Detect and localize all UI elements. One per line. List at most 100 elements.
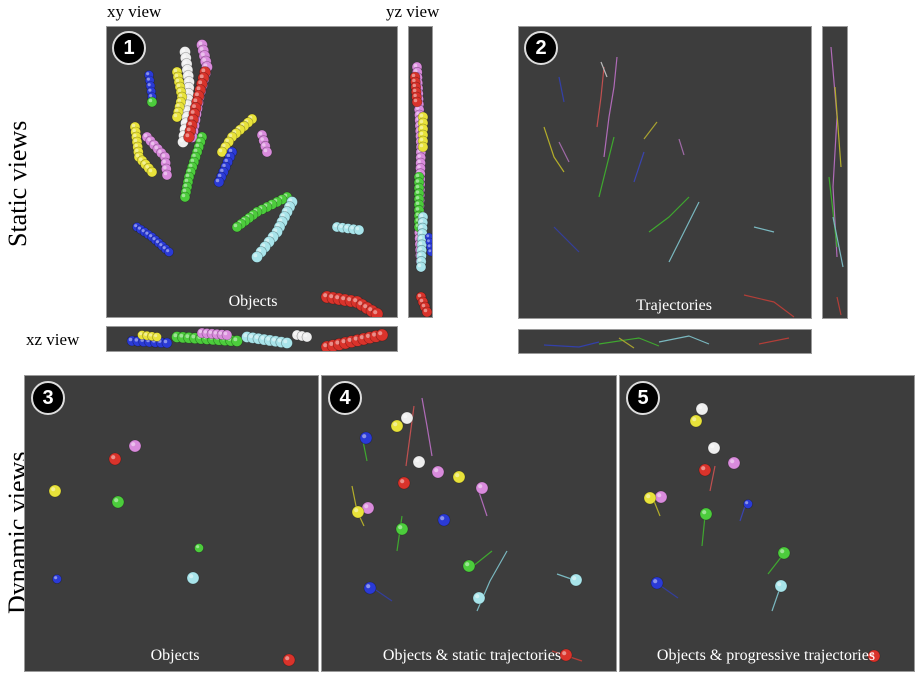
sphere-highlight [149, 333, 153, 337]
trajectory-line-yellow [834, 86, 842, 168]
panel-4-badge: 4 [328, 381, 362, 415]
sphere-highlight [434, 468, 439, 473]
sphere-highlight [183, 66, 188, 71]
object-sphere [415, 261, 427, 273]
object-sphere [171, 111, 183, 123]
sphere-highlight [173, 113, 178, 118]
sphere-highlight [368, 307, 373, 312]
sphere-highlight [185, 78, 190, 83]
sphere-highlight [182, 119, 187, 124]
sphere-highlight [362, 434, 367, 439]
sphere-highlight [465, 562, 470, 567]
sphere-highlight [226, 153, 231, 158]
object-sphere [412, 455, 426, 469]
sphere-highlight [428, 249, 432, 253]
sphere-highlight [562, 651, 567, 656]
sphere-highlight [155, 240, 160, 244]
sphere-highlight [280, 213, 285, 218]
sphere-highlight [149, 94, 153, 98]
sphere-highlight [403, 414, 408, 419]
sphere-highlight [54, 576, 58, 580]
sphere-highlight [147, 83, 151, 87]
sphere-highlight [692, 417, 697, 422]
sphere-highlight [298, 332, 303, 337]
sphere-highlight [183, 183, 188, 188]
trajectory-line-blue [558, 76, 565, 103]
sphere-highlight [149, 234, 153, 238]
object-sphere [774, 579, 788, 593]
trajectory-line-pink [421, 397, 433, 457]
sphere-highlight [378, 331, 383, 336]
sphere-highlight [347, 297, 352, 302]
sphere-highlight [201, 68, 206, 73]
panel-1-badge: 1 [112, 31, 146, 65]
sphere-highlight [412, 83, 417, 88]
object-sphere [777, 546, 791, 560]
sphere-highlight [159, 243, 163, 247]
sphere-highlight [134, 338, 139, 342]
sphere-highlight [303, 333, 308, 338]
sphere-highlight [365, 333, 371, 338]
sphere-highlight [701, 466, 706, 471]
sphere-highlight [253, 253, 258, 258]
object-sphere [475, 481, 489, 495]
sphere-highlight [419, 119, 424, 124]
trajectory-line-cyan [771, 587, 781, 612]
sphere-highlight [262, 143, 266, 147]
sphere-highlight [202, 57, 207, 62]
object-sphere [281, 337, 293, 349]
sphere-highlight [193, 148, 198, 153]
sphere-highlight [278, 218, 283, 223]
sphere-highlight [163, 165, 167, 170]
trajectory-line-pink [558, 141, 570, 163]
object-sphere [111, 495, 125, 509]
sphere-highlight [179, 138, 184, 143]
xz-view-label: xz view [26, 330, 80, 349]
sphere-highlight [190, 110, 195, 114]
sphere-highlight [182, 54, 187, 59]
sphere-highlight [148, 168, 153, 173]
object-sphere [179, 191, 191, 203]
object-sphere [164, 247, 174, 257]
object-sphere [282, 653, 296, 667]
sphere-highlight [133, 138, 138, 143]
sphere-highlight [355, 226, 360, 231]
sphere-highlight [179, 333, 184, 338]
sphere-highlight [415, 184, 420, 189]
sphere-highlight [143, 133, 148, 138]
panel-5-badge: 5 [626, 381, 660, 415]
object-sphere [353, 224, 365, 236]
sphere-highlight [145, 165, 149, 169]
sphere-highlight [323, 343, 328, 348]
object-sphere [698, 463, 712, 477]
sphere-highlight [419, 131, 424, 136]
sphere-highlight [198, 80, 203, 85]
sphere-highlight [222, 163, 226, 168]
sphere-highlight [176, 103, 180, 108]
sphere-highlight [400, 479, 405, 484]
sphere-highlight [200, 52, 205, 57]
object-sphere [643, 491, 657, 505]
sphere-highlight [411, 73, 416, 78]
sphere-highlight [393, 422, 398, 427]
sphere-highlight [455, 473, 460, 478]
trajectory-line-cyan [832, 216, 844, 268]
sphere-highlight [162, 246, 166, 250]
sphere-highlight [178, 93, 183, 98]
sphere-highlight [702, 510, 707, 515]
sphere-highlight [181, 193, 186, 198]
panel-2-label: Trajectories [636, 297, 712, 314]
sphere-highlight [189, 574, 194, 579]
sphere-highlight [359, 335, 364, 340]
object-sphere [397, 476, 411, 490]
object-sphere [52, 574, 62, 584]
sphere-highlight [710, 444, 715, 449]
sphere-highlight [421, 303, 426, 308]
object-sphere [431, 465, 445, 479]
sphere-highlight [572, 576, 577, 581]
panel-1-yz-canvas [409, 61, 432, 317]
sphere-highlight [415, 106, 420, 110]
sphere-highlight [188, 121, 192, 126]
panel-4-label: Objects & static trajectories [382, 647, 562, 664]
sphere-highlight [418, 247, 422, 251]
